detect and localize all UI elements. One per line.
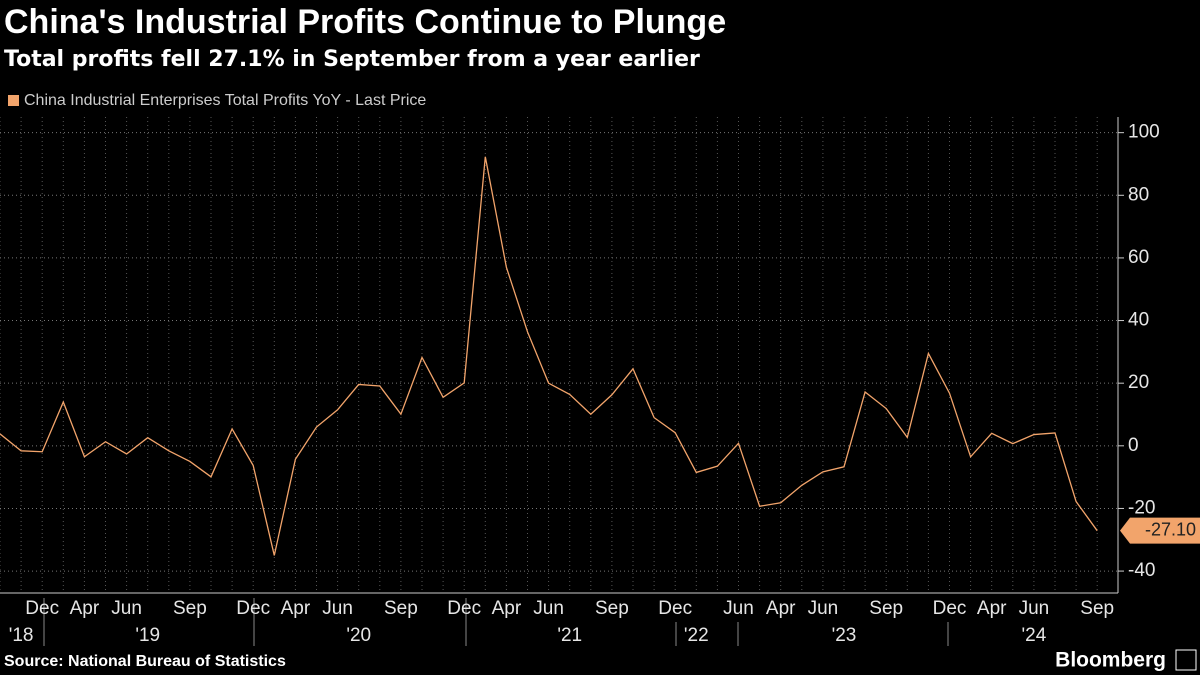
x-tick-label: Sep	[1080, 598, 1114, 619]
x-tick-label: Jun	[808, 598, 839, 619]
x-tick-label: Dec	[236, 598, 270, 619]
x-year-label: '19	[135, 625, 160, 646]
x-year-label: '21	[557, 625, 582, 646]
y-tick-label: -40	[1128, 560, 1155, 581]
y-tick-label: 80	[1128, 184, 1149, 205]
x-tick-label: Jun	[1019, 598, 1050, 619]
y-tick-label: 100	[1128, 122, 1160, 143]
year-separators	[43, 598, 949, 646]
x-tick-label: Apr	[70, 598, 100, 619]
x-tick-label: Apr	[492, 598, 522, 619]
x-tick-label: Jun	[533, 598, 564, 619]
chart-subtitle: Total profits fell 27.1% in September fr…	[4, 47, 700, 72]
x-year-label: '20	[346, 625, 371, 646]
x-tick-label: Dec	[658, 598, 692, 619]
chart-title: China's Industrial Profits Continue to P…	[4, 3, 726, 41]
x-tick-label: Jun	[111, 598, 142, 619]
y-tick-label: 60	[1128, 247, 1149, 268]
source: Source: National Bureau of Statistics	[4, 653, 286, 670]
x-tick-label: Dec	[25, 598, 59, 619]
x-tick-label: Sep	[869, 598, 903, 619]
brand: Bloomberg	[1055, 649, 1166, 672]
value-callout	[1120, 517, 1200, 544]
y-tick-label: 40	[1128, 310, 1149, 331]
x-tick-label: Apr	[281, 598, 311, 619]
x-tick-label: Jun	[322, 598, 353, 619]
x-year-label: '24	[1022, 625, 1047, 646]
y-tick-label: 0	[1128, 435, 1139, 456]
x-year-label: '18	[9, 625, 34, 646]
x-year-label: '23	[832, 625, 857, 646]
x-tick-label: Dec	[447, 598, 481, 619]
line	[0, 156, 1098, 556]
x-tick-label: Dec	[933, 598, 967, 619]
y-tick-label: 20	[1128, 372, 1149, 393]
x-tick-label: Sep	[384, 598, 418, 619]
x-tick-label: Apr	[977, 598, 1007, 619]
legend-swatch	[8, 95, 19, 106]
x-year-label: '22	[684, 625, 709, 646]
x-tick-label: Jun	[723, 598, 754, 619]
x-tick-label: Apr	[766, 598, 796, 619]
x-tick-label: Sep	[595, 598, 629, 619]
legend-label: China Industrial Enterprises Total Profi…	[24, 92, 426, 109]
value-label: -27.10	[1145, 519, 1196, 539]
x-tick-label: Sep	[173, 598, 207, 619]
y-tick-label: -20	[1128, 497, 1155, 518]
brand-icon	[1175, 649, 1197, 671]
